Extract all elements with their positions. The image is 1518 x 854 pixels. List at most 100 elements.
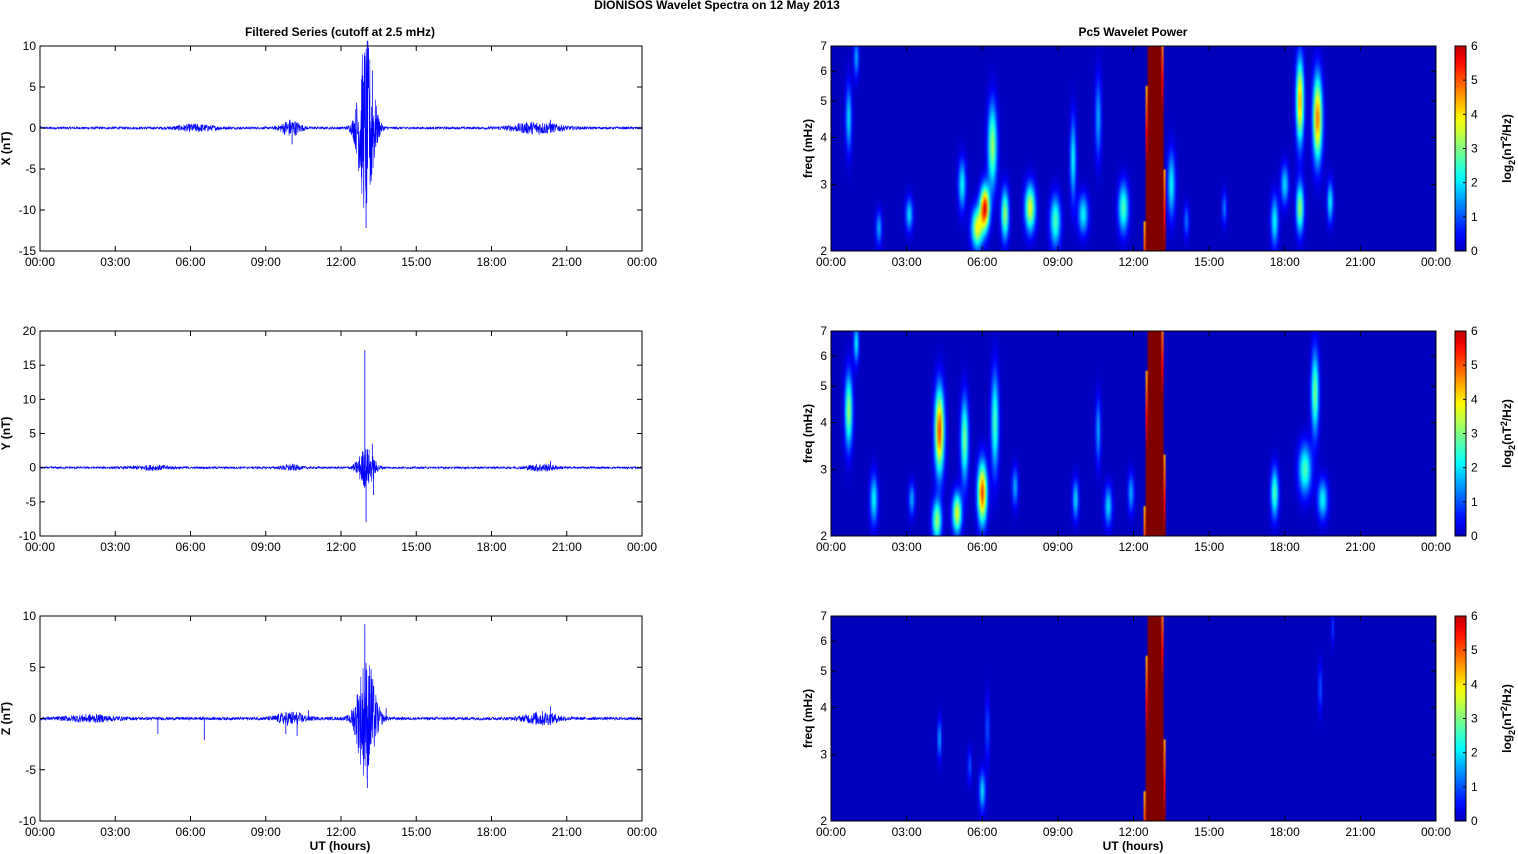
- colorbar: 0 1 2 3 4 5 6 log2(nT2/Hz): [1454, 324, 1517, 543]
- x-tick-label: 00:00: [1421, 540, 1451, 554]
- x-tick-label: 15:00: [401, 255, 431, 269]
- colorbar-tick-label: 6: [1471, 39, 1478, 53]
- x-tick-label: 18:00: [1270, 825, 1300, 839]
- figure-title: DIONISOS Wavelet Spectra on 12 May 2013: [594, 0, 840, 12]
- colorbar: 0 1 2 3 4 5 6 log2(nT2/Hz): [1454, 609, 1517, 828]
- x-tick-label: 12:00: [326, 825, 356, 839]
- x-tick-label: 00:00: [627, 255, 657, 269]
- x-tick-label: 12:00: [326, 255, 356, 269]
- colorbar-tick-label: 5: [1471, 73, 1478, 87]
- colorbar-label: log2(nT2/Hz): [1499, 684, 1517, 753]
- colorbar-tick-label: 4: [1471, 392, 1478, 406]
- x-tick-label: 03:00: [100, 255, 130, 269]
- x-tick-label: 15:00: [1194, 825, 1224, 839]
- y-tick-label: 10: [23, 39, 37, 53]
- x-tick-label: 15:00: [1194, 540, 1224, 554]
- colorbar-label: log2(nT2/Hz): [1499, 114, 1517, 183]
- x-tick-label: 21:00: [1345, 540, 1375, 554]
- x-tick-label: 18:00: [476, 825, 506, 839]
- y-tick-label: 7: [820, 324, 827, 338]
- x-tick-label: 00:00: [627, 825, 657, 839]
- y-tick-label: 2: [820, 529, 827, 543]
- x-tick-label: 15:00: [1194, 255, 1224, 269]
- x-tick-label: 21:00: [1345, 255, 1375, 269]
- x-tick-label: 03:00: [892, 825, 922, 839]
- x-tick-label: 09:00: [251, 540, 281, 554]
- x-tick-label: 00:00: [627, 540, 657, 554]
- x-tick-label: 18:00: [1270, 540, 1300, 554]
- x-tick-label: 21:00: [1345, 825, 1375, 839]
- y-tick-label: 15: [23, 358, 37, 372]
- x-tick-label: 03:00: [892, 540, 922, 554]
- z-wavelet-power-panel: 2 3 4 5 6 7 00:00 03:00 06:00 09:00 12:00 15:00 18:0…: [801, 609, 1517, 839]
- x-tick-label: 06:00: [175, 825, 205, 839]
- colorbar: 0 1 2 3 4 5 6 log2(nT2/Hz): [1454, 39, 1517, 258]
- spectrogram-image: [831, 46, 1436, 251]
- x-tick-label: 09:00: [1043, 540, 1073, 554]
- x-tick-label: 09:00: [1043, 825, 1073, 839]
- x-tick-label: 06:00: [175, 255, 205, 269]
- z-series-panel: -10 -5 0 5 10 00:00 03:00 06:00 09:00 12:00 15:00 1…: [0, 609, 657, 839]
- colorbar-tick-label: 6: [1471, 324, 1478, 338]
- y-axis-label: Z (nT): [0, 702, 13, 735]
- x-tick-label: 03:00: [100, 540, 130, 554]
- colorbar-tick-label: 1: [1471, 780, 1478, 794]
- y-axis-label: Y (nT): [0, 417, 13, 451]
- x-tick-label: 18:00: [476, 255, 506, 269]
- y-tick-label: 4: [820, 701, 827, 715]
- right-column-title: Pc5 Wavelet Power: [1079, 25, 1188, 39]
- colorbar-tick-label: 3: [1471, 142, 1478, 156]
- x-series-panel: -15 -10 -5 0 5 10 00:00 03:00 06:00 09:00 12:00 15:…: [0, 39, 657, 269]
- x-tick-label: 06:00: [967, 255, 997, 269]
- plot-area: [40, 331, 642, 536]
- x-tick-label: 00:00: [1421, 255, 1451, 269]
- y-tick-label: -15: [19, 244, 37, 258]
- colorbar-tick-label: 3: [1471, 427, 1478, 441]
- colorbar-tick-label: 0: [1471, 814, 1478, 828]
- x-tick-label: 00:00: [816, 825, 846, 839]
- colorbar-tick-label: 4: [1471, 107, 1478, 121]
- x-tick-label: 12:00: [1118, 255, 1148, 269]
- x-tick-label: 18:00: [476, 540, 506, 554]
- colorbar-tick-label: 2: [1471, 461, 1478, 475]
- colorbar-tick-label: 4: [1471, 677, 1478, 691]
- y-tick-label: 5: [820, 94, 827, 108]
- x-tick-label: 18:00: [1270, 255, 1300, 269]
- y-tick-label: 5: [820, 664, 827, 678]
- y-tick-label: 20: [23, 324, 37, 338]
- x-tick-label: 21:00: [552, 825, 582, 839]
- y-tick-label: 7: [820, 609, 827, 623]
- y-tick-label: -10: [19, 529, 37, 543]
- x-tick-label: 00:00: [25, 540, 55, 554]
- y-tick-label: 0: [29, 121, 36, 135]
- y-tick-label: 10: [23, 392, 37, 406]
- y-tick-label: 7: [820, 39, 827, 53]
- x-wavelet-power-panel: 2 3 4 5 6 7 00:00 03:00 06:00 09:00 12:00 15:00 18:0…: [801, 39, 1517, 269]
- x-tick-label: 09:00: [251, 825, 281, 839]
- y-tick-label: 0: [29, 461, 36, 475]
- y-tick-label: 3: [820, 748, 827, 762]
- x-tick-label: 00:00: [1421, 825, 1451, 839]
- y-wavelet-power-panel: 2 3 4 5 6 7 00:00 03:00 06:00 09:00 12:00 15:00 18:0…: [801, 324, 1517, 554]
- spectrogram-image: [831, 616, 1436, 821]
- y-axis-label: freq (mHz): [801, 689, 815, 748]
- x-tick-label: 03:00: [892, 255, 922, 269]
- y-axis-label: freq (mHz): [801, 119, 815, 178]
- spectrogram-image: [831, 331, 1436, 536]
- x-tick-label: 09:00: [251, 255, 281, 269]
- y-tick-label: -5: [25, 763, 36, 777]
- x-tick-label: 00:00: [816, 255, 846, 269]
- x-tick-label: 06:00: [967, 540, 997, 554]
- y-tick-label: 5: [29, 660, 36, 674]
- y-tick-label: 3: [820, 178, 827, 192]
- y-tick-label: 5: [820, 379, 827, 393]
- series-line: [39, 40, 643, 209]
- y-tick-label: 2: [820, 244, 827, 258]
- x-tick-label: 15:00: [401, 825, 431, 839]
- y-tick-label: -10: [19, 203, 37, 217]
- series-line: [39, 662, 643, 780]
- y-tick-label: -10: [19, 814, 37, 828]
- y-tick-label: 6: [820, 634, 827, 648]
- y-tick-label: 10: [23, 609, 37, 623]
